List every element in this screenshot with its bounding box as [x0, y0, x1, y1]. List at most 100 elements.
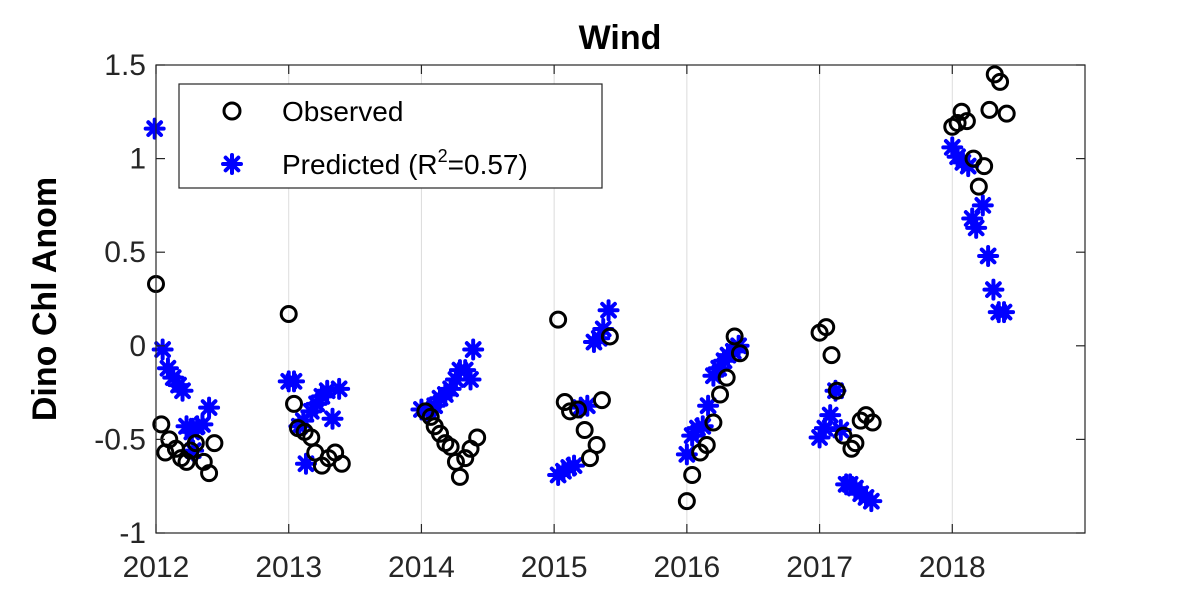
observed-point: [600, 327, 619, 346]
predicted-point: [156, 357, 179, 380]
observed-point: [822, 346, 841, 365]
observed-point: [441, 437, 460, 456]
data-layer: [143, 65, 1016, 513]
observed-point: [431, 424, 450, 443]
predicted-point: [808, 426, 831, 449]
observed-point: [587, 436, 606, 455]
predicted-point: [459, 368, 482, 391]
observed-point: [186, 434, 205, 453]
y-tick-label: 1.5: [104, 49, 146, 82]
observed-point: [561, 402, 580, 421]
predicted-point: [697, 394, 720, 417]
predicted-point: [462, 338, 485, 361]
x-tick-label: 2017: [786, 551, 853, 584]
predicted-point: [588, 327, 611, 350]
observed-point: [177, 452, 196, 471]
observed-point: [555, 392, 574, 411]
predicted-point: [961, 207, 984, 230]
observed-point: [549, 310, 568, 329]
observed-point: [285, 394, 304, 413]
observed-point: [677, 492, 696, 511]
predicted-point: [454, 359, 477, 382]
legend-observed-marker: [222, 101, 242, 121]
predicted-point: [675, 443, 698, 466]
predicted-point: [819, 404, 842, 427]
observed-point: [456, 449, 475, 468]
predicted-point: [151, 338, 174, 361]
predicted-point: [283, 370, 306, 393]
predicted-point: [977, 244, 1000, 267]
observed-point: [205, 434, 224, 453]
x-tick-label: 2016: [653, 551, 720, 584]
predicted-point: [316, 379, 339, 402]
observed-point: [952, 102, 971, 121]
predicted-point: [813, 417, 836, 440]
y-axis-label: Dino Chl Anom: [26, 177, 64, 421]
observed-point: [152, 415, 171, 434]
observed-point: [200, 464, 219, 483]
observed-point: [846, 434, 865, 453]
observed-point: [569, 400, 588, 419]
observed-point: [991, 72, 1010, 91]
predicted-point: [941, 136, 964, 159]
predicted-point: [592, 317, 615, 340]
observed-point: [957, 112, 976, 131]
observed-point: [279, 304, 298, 323]
predicted-point: [965, 216, 988, 239]
y-tick-label: 1: [129, 143, 146, 176]
observed-point: [863, 413, 882, 432]
observed-point: [697, 436, 716, 455]
predicted-point: [171, 379, 194, 402]
x-tick-label: 2014: [388, 551, 455, 584]
y-tick-label: -1: [119, 517, 146, 550]
x-tick-label: 2013: [255, 551, 322, 584]
observed-point: [817, 318, 836, 337]
predicted-point: [198, 396, 221, 419]
x-tick-label: 2018: [919, 551, 986, 584]
predicted-point: [292, 409, 315, 432]
observed-point: [332, 454, 351, 473]
predicted-point: [321, 407, 344, 430]
predicted-point: [993, 301, 1016, 324]
legend-observed-label: Observed: [282, 96, 403, 127]
observed-point: [969, 177, 988, 196]
observed-point: [980, 100, 999, 119]
legend: Observed Predicted (R2=0.57): [178, 83, 603, 189]
predicted-point: [294, 452, 317, 475]
ticks: 2012 2013 2014 2015 2016 2017 2018 -1 -0.5 0 0.5 1 1…: [94, 49, 1085, 584]
predicted-point: [860, 490, 883, 513]
observed-point: [948, 114, 967, 133]
predicted-point: [576, 394, 599, 417]
observed-point: [711, 385, 730, 404]
observed-point: [717, 368, 736, 387]
predicted-point: [597, 299, 620, 322]
chart-title: Wind: [579, 19, 662, 57]
predicted-point: [957, 155, 980, 178]
predicted-point: [971, 194, 994, 217]
predicted-point: [444, 368, 467, 391]
predicted-point: [191, 413, 214, 436]
legend-predicted-label: Predicted (R2=0.57): [282, 146, 528, 180]
y-tick-label: 0.5: [104, 236, 146, 269]
predicted-point: [439, 377, 462, 400]
observed-point: [575, 421, 594, 440]
predicted-point: [328, 377, 351, 400]
observed-point: [827, 381, 846, 400]
observed-point: [704, 413, 723, 432]
observed-point: [997, 104, 1016, 123]
observed-point: [468, 428, 487, 447]
axes-box: [155, 64, 1086, 534]
x-tick-label: 2012: [123, 551, 190, 584]
observed-point: [725, 327, 744, 346]
observed-point: [421, 407, 440, 426]
predicted-point: [982, 278, 1005, 301]
legend-star-shape: [221, 153, 243, 175]
predicted-point: [824, 379, 847, 402]
y-tick-label: -0.5: [94, 423, 146, 456]
observed-point: [450, 467, 469, 486]
legend-predicted-marker: [221, 153, 243, 175]
observed-point: [730, 344, 749, 363]
observed-point: [592, 391, 611, 410]
predicted-point: [563, 454, 586, 477]
